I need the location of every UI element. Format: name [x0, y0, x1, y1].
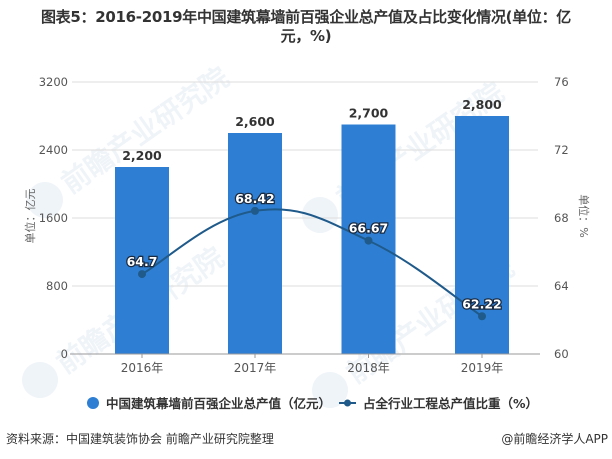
line-series — [141, 208, 483, 318]
legend: 中国建筑幕墙前百强企业总产值（亿元） 占全行业工程总产值比重（%） — [87, 396, 538, 411]
left-tick-label: 1600 — [39, 211, 68, 225]
legend-line-label: 占全行业工程总产值比重（%） — [363, 396, 538, 411]
x-axis-ticks: 2016年 2017年 2018年 2019年 — [121, 354, 504, 375]
right-tick-label: 76 — [554, 75, 569, 89]
legend-item-bar[interactable]: 中国建筑幕墙前百强企业总产值（亿元） — [87, 396, 331, 411]
credit-note: @前瞻经济学人APP — [501, 432, 608, 446]
x-tick-label: 2016年 — [121, 361, 164, 375]
bar[interactable] — [115, 167, 169, 354]
bar-value-labels: 2,200 2,600 2,700 2,800 — [122, 97, 502, 163]
left-tick-label: 0 — [61, 347, 68, 361]
bar-value-label: 2,200 — [122, 148, 162, 163]
line-point[interactable] — [364, 236, 373, 245]
x-tick-label: 2019年 — [461, 361, 504, 375]
legend-line-marker-icon — [344, 399, 351, 407]
bar[interactable] — [228, 133, 282, 354]
x-tick-label: 2018年 — [347, 361, 390, 375]
bar-value-label: 2,700 — [349, 106, 389, 121]
right-tick-label: 68 — [554, 211, 569, 225]
right-tick-label: 60 — [554, 347, 569, 361]
right-tick-label: 64 — [554, 279, 569, 293]
line-point[interactable] — [478, 312, 486, 321]
right-axis-ticks: 60 64 68 72 76 — [554, 75, 569, 361]
x-tick-label: 2017年 — [234, 361, 277, 375]
chart-title-line2: 元，%) — [280, 27, 332, 45]
legend-bar-swatch-icon — [87, 397, 99, 409]
line-point[interactable] — [251, 206, 259, 215]
line-value-labels: 64.7 68.42 66.67 62.22 — [125, 190, 503, 313]
line-value-label: 62.22 — [462, 296, 502, 311]
chart-title: 图表5：2016-2019年中国建筑幕墙前百强企业总产值及占比变化情况(单位：亿… — [0, 8, 612, 46]
chart-title-line1: 图表5：2016-2019年中国建筑幕墙前百强企业总产值及占比变化情况(单位：亿 — [40, 8, 572, 26]
legend-bar-label: 中国建筑幕墙前百强企业总产值（亿元） — [106, 396, 331, 411]
left-tick-label: 2400 — [39, 143, 68, 157]
left-tick-label: 800 — [46, 279, 68, 293]
bar-value-label: 2,600 — [235, 114, 275, 129]
line-value-label: 68.42 — [235, 191, 275, 206]
right-tick-label: 72 — [554, 143, 569, 157]
bar-value-label: 2,800 — [462, 97, 502, 112]
left-axis-ticks: 0 800 1600 2400 3200 — [39, 75, 68, 361]
line-points — [138, 206, 486, 321]
left-axis-label: 单位：亿元 — [23, 189, 37, 244]
source-note: 资料来源：中国建筑装饰协会 前瞻产业研究院整理 — [6, 432, 274, 446]
right-axis-label: 单位：% — [577, 194, 591, 237]
line-value-label: 66.67 — [349, 221, 389, 236]
line-value-label: 64.7 — [127, 254, 158, 269]
legend-item-line[interactable]: 占全行业工程总产值比重（%） — [339, 396, 538, 411]
left-tick-label: 3200 — [39, 75, 68, 89]
line-point[interactable] — [138, 270, 146, 279]
